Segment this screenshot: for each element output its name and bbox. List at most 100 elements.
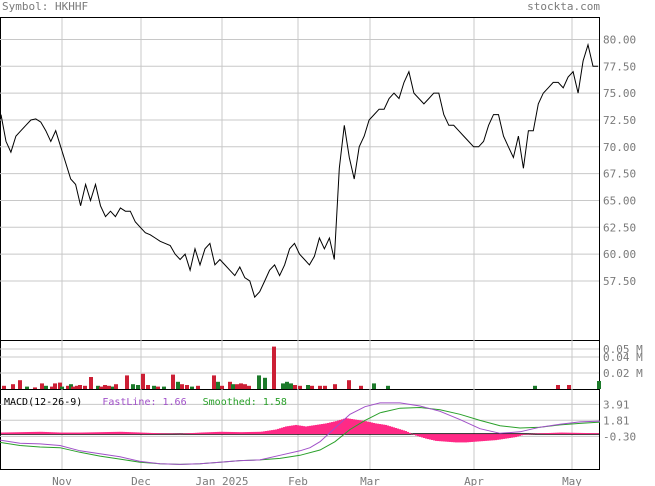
macd-histogram-bar (111, 431, 113, 435)
macd-histogram-bar (209, 432, 211, 435)
macd-histogram-bar (133, 432, 135, 435)
macd-histogram-bar (295, 424, 297, 435)
volume-bar (162, 386, 166, 389)
price-tick-label: 72.50 (603, 114, 636, 127)
macd-histogram-bar (547, 433, 549, 435)
macd-histogram-bar (349, 418, 351, 435)
price-tick-label: 65.00 (603, 194, 636, 207)
macd-histogram-bar (467, 434, 469, 443)
macd-histogram-bar (303, 426, 305, 435)
macd-histogram-bar (83, 432, 85, 435)
macd-histogram-bar (579, 432, 581, 435)
volume-bar (333, 384, 337, 389)
macd-histogram-bar (471, 434, 473, 442)
macd-histogram-bar (461, 434, 463, 443)
volume-bar (89, 377, 93, 389)
macd-histogram-bar (419, 434, 421, 437)
volume-bar (78, 385, 82, 389)
macd-histogram-bar (399, 429, 401, 435)
macd-histogram-bar (489, 434, 491, 441)
volume-bar (228, 381, 232, 389)
macd-histogram-bar (119, 431, 121, 435)
macd-histogram-bar (159, 433, 161, 435)
macd-histogram-bar (505, 434, 507, 439)
volume-bar (33, 387, 37, 389)
macd-histogram-bar (595, 433, 597, 435)
macd-histogram-bar (585, 433, 587, 435)
macd-histogram-bar (571, 432, 573, 435)
macd-histogram-bar (577, 432, 579, 435)
macd-histogram-bar (555, 432, 557, 435)
macd-histogram-bar (81, 432, 83, 435)
macd-histogram-bar (155, 433, 157, 435)
macd-tick-label: -0.30 (603, 430, 636, 443)
macd-histogram-bar (477, 434, 479, 442)
macd-histogram-bar (543, 433, 545, 435)
macd-histogram-bar (17, 432, 19, 435)
macd-histogram-bar (589, 433, 591, 435)
x-tick-label: Apr (464, 475, 484, 486)
macd-histogram-bar (417, 434, 419, 437)
volume-bar (11, 384, 15, 389)
macd-tick-label: 3.91 (603, 398, 630, 411)
volume-bar (263, 377, 267, 389)
macd-histogram-bar (285, 426, 287, 435)
volume-bar (567, 385, 571, 389)
volume-bar (44, 385, 48, 389)
macd-histogram-bar (537, 433, 539, 435)
macd-histogram-bar (61, 432, 63, 435)
macd-histogram-bar (315, 424, 317, 435)
volume-bar (347, 380, 351, 389)
macd-histogram-bar (175, 433, 177, 435)
volume-bar (50, 386, 54, 389)
macd-histogram-bar (125, 431, 127, 435)
macd-histogram-bar (583, 432, 585, 435)
macd-histogram-bar (397, 428, 399, 435)
macd-histogram-bar (425, 434, 427, 439)
macd-histogram-bar (541, 433, 543, 435)
macd-histogram-bar (481, 434, 483, 442)
macd-histogram-bar (215, 431, 217, 435)
volume-bar (185, 385, 189, 389)
volume-bar (289, 383, 293, 389)
volume-bar (152, 385, 156, 389)
volume-bar (25, 386, 29, 389)
macd-histogram-bar (225, 431, 227, 435)
macd-histogram-bar (395, 427, 397, 435)
site-label[interactable]: stockta.com (527, 0, 600, 13)
macd-histogram-bar (223, 431, 225, 435)
macd-histogram-bar (9, 432, 11, 435)
macd-histogram-bar (347, 418, 349, 435)
volume-bar (114, 384, 118, 389)
macd-histogram-bar (361, 420, 363, 435)
macd-histogram-bar (181, 433, 183, 435)
macd-histogram-bar (289, 425, 291, 435)
macd-histogram-bar (123, 431, 125, 435)
macd-histogram-bar (275, 429, 277, 435)
macd-histogram-bar (569, 432, 571, 435)
macd-histogram-bar (485, 434, 487, 441)
volume-bar (285, 381, 289, 389)
volume-bar (196, 385, 200, 389)
price-tick-label: 57.50 (603, 275, 636, 288)
macd-histogram-bar (241, 432, 243, 435)
macd-histogram-bar (293, 425, 295, 435)
volume-bar (235, 384, 239, 389)
macd-histogram-bar (377, 423, 379, 435)
macd-histogram-bar (573, 432, 575, 435)
macd-histogram-bar (165, 433, 167, 435)
macd-histogram-bar (145, 432, 147, 435)
macd-histogram-bar (453, 434, 455, 443)
macd-histogram-bar (557, 432, 559, 435)
volume-bar (176, 381, 180, 389)
volume-bar (212, 375, 216, 389)
volume-bar (386, 385, 390, 389)
macd-histogram-bar (495, 434, 497, 441)
macd-histogram-bar (281, 427, 283, 435)
macd-histogram-bar (173, 433, 175, 435)
macd-histogram-bar (203, 432, 205, 435)
macd-histogram-bar (73, 432, 75, 435)
macd-histogram-bar (245, 432, 247, 435)
macd-histogram-bar (231, 431, 233, 435)
macd-histogram-bar (345, 418, 347, 435)
